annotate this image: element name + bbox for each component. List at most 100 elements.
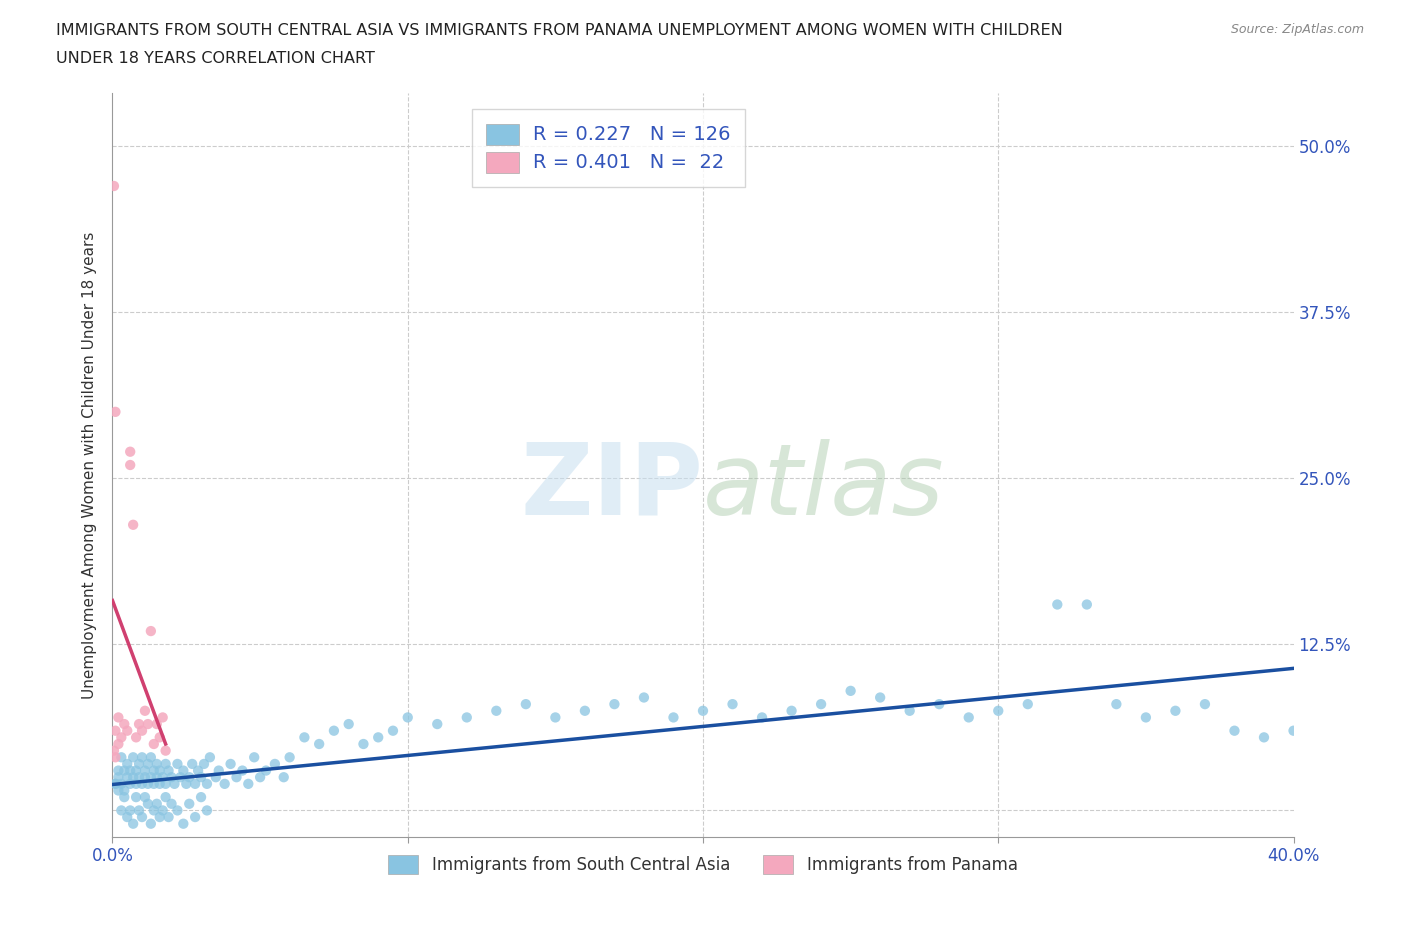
- Point: [142, 764, 165, 778]
- Point: [136, 777, 159, 791]
- Point: [231, 764, 253, 778]
- Text: ZIP: ZIP: [520, 439, 703, 536]
- Point: [1253, 730, 1275, 745]
- Point: [152, 803, 174, 817]
- Point: [117, 756, 138, 771]
- Point: [225, 770, 247, 785]
- Legend: Immigrants from South Central Asia, Immigrants from Panama: Immigrants from South Central Asia, Immi…: [381, 848, 1025, 881]
- Point: [485, 703, 508, 718]
- Point: [112, 717, 135, 732]
- Point: [172, 764, 194, 778]
- Point: [142, 803, 165, 817]
- Point: [839, 684, 862, 698]
- Point: [157, 810, 180, 825]
- Point: [157, 764, 180, 778]
- Point: [142, 737, 165, 751]
- Point: [128, 803, 150, 817]
- Point: [110, 777, 132, 791]
- Point: [721, 697, 744, 711]
- Point: [122, 750, 145, 764]
- Point: [308, 737, 330, 751]
- Point: [166, 803, 188, 817]
- Point: [136, 756, 159, 771]
- Point: [205, 770, 228, 785]
- Point: [134, 770, 156, 785]
- Point: [662, 710, 685, 724]
- Point: [1017, 697, 1039, 711]
- Point: [323, 724, 346, 738]
- Point: [125, 790, 148, 804]
- Point: [107, 710, 129, 724]
- Point: [190, 790, 212, 804]
- Point: [112, 783, 135, 798]
- Point: [155, 743, 177, 758]
- Point: [128, 770, 150, 785]
- Point: [134, 764, 156, 778]
- Point: [574, 703, 596, 718]
- Point: [1223, 724, 1246, 738]
- Point: [117, 724, 138, 738]
- Point: [184, 810, 207, 825]
- Point: [1105, 697, 1128, 711]
- Point: [104, 777, 127, 791]
- Point: [195, 777, 218, 791]
- Point: [117, 770, 138, 785]
- Point: [125, 764, 148, 778]
- Point: [1046, 597, 1069, 612]
- Point: [131, 810, 153, 825]
- Point: [190, 770, 212, 785]
- Point: [254, 764, 277, 778]
- Point: [117, 810, 138, 825]
- Point: [193, 756, 215, 771]
- Point: [120, 803, 142, 817]
- Point: [174, 777, 197, 791]
- Point: [120, 445, 142, 459]
- Point: [104, 750, 127, 764]
- Text: IMMIGRANTS FROM SOUTH CENTRAL ASIA VS IMMIGRANTS FROM PANAMA UNEMPLOYMENT AMONG : IMMIGRANTS FROM SOUTH CENTRAL ASIA VS IM…: [56, 23, 1063, 38]
- Point: [869, 690, 891, 705]
- Point: [179, 796, 201, 811]
- Point: [149, 777, 172, 791]
- Point: [131, 724, 153, 738]
- Point: [155, 777, 177, 791]
- Point: [273, 770, 295, 785]
- Point: [122, 817, 145, 831]
- Point: [104, 777, 127, 791]
- Point: [142, 777, 165, 791]
- Point: [110, 803, 132, 817]
- Point: [179, 770, 201, 785]
- Point: [515, 697, 537, 711]
- Point: [149, 764, 172, 778]
- Point: [292, 730, 315, 745]
- Point: [107, 770, 129, 785]
- Y-axis label: Unemployment Among Women with Children Under 18 years: Unemployment Among Women with Children U…: [82, 232, 97, 698]
- Point: [122, 770, 145, 785]
- Point: [243, 750, 266, 764]
- Point: [238, 777, 260, 791]
- Point: [107, 783, 129, 798]
- Point: [396, 710, 419, 724]
- Point: [544, 710, 567, 724]
- Point: [139, 624, 162, 639]
- Point: [120, 764, 142, 778]
- Point: [146, 796, 169, 811]
- Point: [1076, 597, 1098, 612]
- Text: atlas: atlas: [703, 439, 945, 536]
- Point: [928, 697, 950, 711]
- Point: [184, 777, 207, 791]
- Point: [136, 796, 159, 811]
- Point: [112, 764, 135, 778]
- Point: [633, 690, 655, 705]
- Point: [163, 777, 186, 791]
- Point: [1135, 710, 1157, 724]
- Point: [1282, 724, 1305, 738]
- Point: [264, 756, 287, 771]
- Point: [125, 777, 148, 791]
- Point: [219, 756, 242, 771]
- Point: [603, 697, 626, 711]
- Point: [249, 770, 271, 785]
- Point: [278, 750, 301, 764]
- Point: [172, 817, 194, 831]
- Point: [214, 777, 236, 791]
- Point: [957, 710, 980, 724]
